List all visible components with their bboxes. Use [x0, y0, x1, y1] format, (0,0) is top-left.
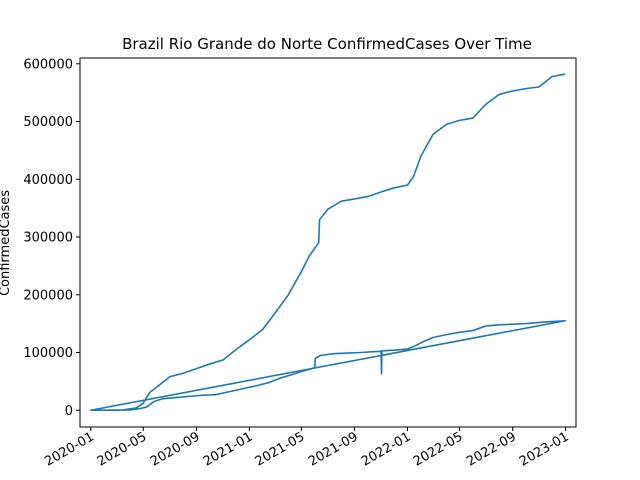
x-tick-label: 2020-09	[148, 429, 203, 469]
x-tick-label: 2022-09	[464, 429, 519, 469]
y-tick-label: 500000	[23, 115, 73, 130]
x-tick-label: 2022-01	[359, 429, 414, 469]
y-tick-label: 200000	[23, 288, 73, 303]
series-line-0	[90, 73, 566, 412]
x-tick-label: 2022-05	[411, 429, 466, 469]
y-tick-label: 100000	[23, 346, 73, 361]
y-tick-label: 0	[65, 404, 73, 419]
y-tick-label: 400000	[23, 173, 73, 188]
x-tick-label: 2021-05	[253, 429, 308, 469]
x-tick-label: 2023-01	[517, 429, 572, 469]
x-tick-label: 2021-01	[201, 429, 256, 469]
y-tick-label: 600000	[23, 57, 73, 72]
y-axis-label: ConfirmedCases	[0, 190, 13, 296]
y-tick-label: 300000	[23, 231, 73, 246]
x-tick-label: 2020-01	[42, 429, 97, 469]
chart-title: Brazil Rio Grande do Norte ConfirmedCase…	[122, 35, 532, 53]
y-axis: 0 100000 200000 300000 400000 500000 600000	[23, 57, 80, 419]
x-tick-label: 2020-05	[95, 429, 150, 469]
plot-frame	[79, 57, 577, 428]
x-tick-label: 2021-09	[306, 429, 361, 469]
x-axis: 2020-012020-052020-092021-012021-052021-…	[42, 427, 572, 470]
